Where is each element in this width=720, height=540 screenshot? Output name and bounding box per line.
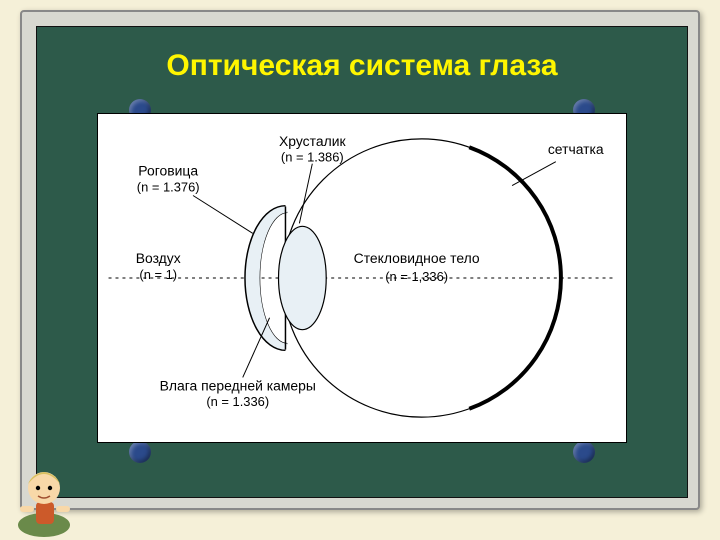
crystalline-lens [279,226,327,329]
pointer-cornea [193,196,253,234]
eye-svg: Роговица (n = 1.376) Хрусталик (n = 1.38… [98,114,626,442]
label-air-n: (n = 1) [139,267,177,282]
label-vitreous: Стекловидное тело [354,250,480,266]
label-lens: Хрусталик [279,133,346,149]
chalkboard-frame: Оптическая система глаза [20,10,700,510]
label-vitreous-n: (n = 1,336) [385,269,448,284]
label-cornea-n: (n = 1.376) [137,180,200,195]
label-cornea: Роговица [138,163,198,179]
label-air: Воздух [136,250,181,266]
pin-icon [129,441,151,463]
label-aqueous: Влага передней камеры [160,377,316,393]
pointer-retina [512,162,556,186]
pin-icon [573,441,595,463]
label-lens-n: (n = 1.386) [281,150,344,165]
chalkboard: Оптическая система глаза [36,26,688,498]
boy-cartoon-icon [6,450,86,540]
slide-title: Оптическая система глаза [37,49,687,83]
label-aqueous-n: (n = 1.336) [206,394,269,409]
eye-optical-diagram: Роговица (n = 1.376) Хрусталик (n = 1.38… [97,113,627,443]
label-retina: сетчатка [548,141,604,157]
